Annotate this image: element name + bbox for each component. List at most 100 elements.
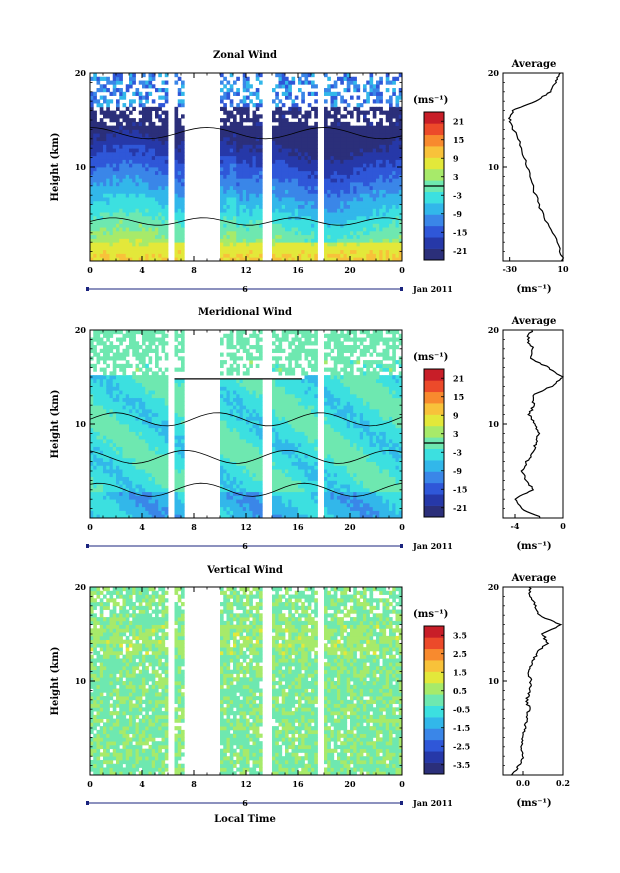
heatmap-cell	[259, 223, 263, 228]
heatmap-cell	[93, 510, 97, 515]
heatmap-cell	[239, 110, 244, 115]
heatmap-cell	[311, 230, 315, 236]
heatmap-cell	[181, 412, 185, 417]
heatmap-cell	[288, 106, 292, 111]
heatmap-cell	[129, 230, 133, 236]
heatmap-cell	[112, 110, 117, 115]
heatmap-cell	[285, 140, 289, 145]
heatmap-cell	[96, 242, 101, 247]
heatmap-cell	[138, 442, 143, 447]
heatmap-cell	[298, 189, 302, 194]
heatmap-cell	[151, 106, 156, 111]
heatmap-cell	[112, 476, 117, 481]
heatmap-cell	[174, 420, 179, 425]
heatmap-cell	[93, 446, 97, 451]
heatmap-cell	[395, 219, 400, 224]
heatmap-cell	[255, 118, 260, 123]
heatmap-cell	[220, 382, 224, 387]
heatmap-cell	[93, 469, 97, 474]
heatmap-cell	[142, 182, 146, 187]
heatmap-cell	[346, 257, 351, 261]
heatmap-cell	[122, 185, 127, 190]
heatmap-cell	[307, 103, 312, 108]
heatmap-cell	[99, 401, 104, 406]
heatmap-cell	[151, 185, 156, 190]
zonal-date-label: 6	[242, 284, 248, 294]
heatmap-cell	[164, 155, 169, 160]
heatmap-cell	[226, 140, 231, 145]
heatmap-cell	[333, 182, 338, 187]
heatmap-cell	[177, 469, 182, 474]
heatmap-cell	[340, 204, 344, 209]
heatmap-cell	[275, 73, 279, 78]
heatmap-cell	[151, 330, 156, 335]
heatmap-cell	[93, 345, 97, 350]
heatmap-cell	[155, 454, 159, 459]
heatmap-cell	[281, 245, 286, 251]
heatmap-cell	[109, 345, 114, 350]
heatmap-cell	[369, 182, 374, 187]
heatmap-cell	[158, 182, 162, 187]
heatmap-cell	[285, 76, 289, 81]
heatmap-cell	[148, 253, 153, 258]
heatmap-cell	[275, 84, 279, 89]
heatmap-cell	[324, 99, 328, 104]
heatmap-cell	[340, 167, 344, 172]
heatmap-cell	[145, 84, 149, 89]
heatmap-cell	[106, 238, 110, 243]
heatmap-cell	[236, 155, 240, 160]
heatmap-cell	[181, 461, 185, 466]
heatmap-cell	[236, 88, 240, 93]
heatmap-cell	[151, 375, 156, 380]
heatmap-cell	[288, 121, 292, 127]
heatmap-cell	[340, 212, 344, 217]
heatmap-cell	[246, 257, 250, 261]
heatmap-cell	[229, 204, 234, 209]
heatmap-cell	[333, 114, 338, 119]
heatmap-cell	[350, 185, 354, 190]
heatmap-cell	[233, 204, 237, 209]
heatmap-cell	[135, 480, 140, 485]
heatmap-cell	[372, 227, 377, 232]
heatmap-cell	[398, 106, 402, 111]
heatmap-cell	[298, 242, 302, 247]
heatmap-cell	[226, 227, 231, 232]
heatmap-cell	[138, 204, 143, 209]
heatmap-cell	[125, 416, 130, 421]
heatmap-cell	[229, 495, 234, 500]
heatmap-cell	[333, 159, 338, 164]
heatmap-cell	[327, 144, 331, 149]
heatmap-cell	[177, 446, 182, 451]
heatmap-cell	[236, 249, 240, 254]
heatmap-cell	[93, 155, 97, 160]
heatmap-cell	[278, 242, 283, 247]
heatmap-cell	[288, 200, 292, 205]
heatmap-cell	[226, 401, 231, 406]
heatmap-cell	[122, 148, 127, 153]
heatmap-cell	[298, 121, 302, 127]
heatmap-cell	[226, 167, 231, 172]
heatmap-cell	[122, 431, 127, 436]
heatmap-cell	[164, 215, 169, 221]
heatmap-cell	[132, 163, 136, 168]
heatmap-cell	[249, 249, 253, 254]
heatmap-cell	[304, 80, 309, 85]
heatmap-cell	[278, 245, 283, 251]
heatmap-cell	[155, 197, 159, 202]
heatmap-cell	[177, 91, 182, 96]
heatmap-cell	[109, 378, 114, 384]
heatmap-cell	[324, 163, 328, 168]
y-tick-label: 20	[75, 68, 87, 78]
heatmap-cell	[161, 129, 166, 134]
heatmap-cell	[145, 249, 149, 254]
heatmap-cell	[116, 424, 120, 429]
heatmap-cell	[340, 189, 344, 194]
heatmap-cell	[129, 76, 133, 81]
heatmap-cell	[281, 125, 286, 130]
heatmap-cell	[155, 155, 159, 160]
heatmap-cell	[242, 249, 247, 254]
heatmap-cell	[93, 405, 97, 410]
heatmap-cell	[116, 219, 120, 224]
heatmap-cell	[148, 249, 153, 254]
heatmap-cell	[155, 495, 159, 500]
